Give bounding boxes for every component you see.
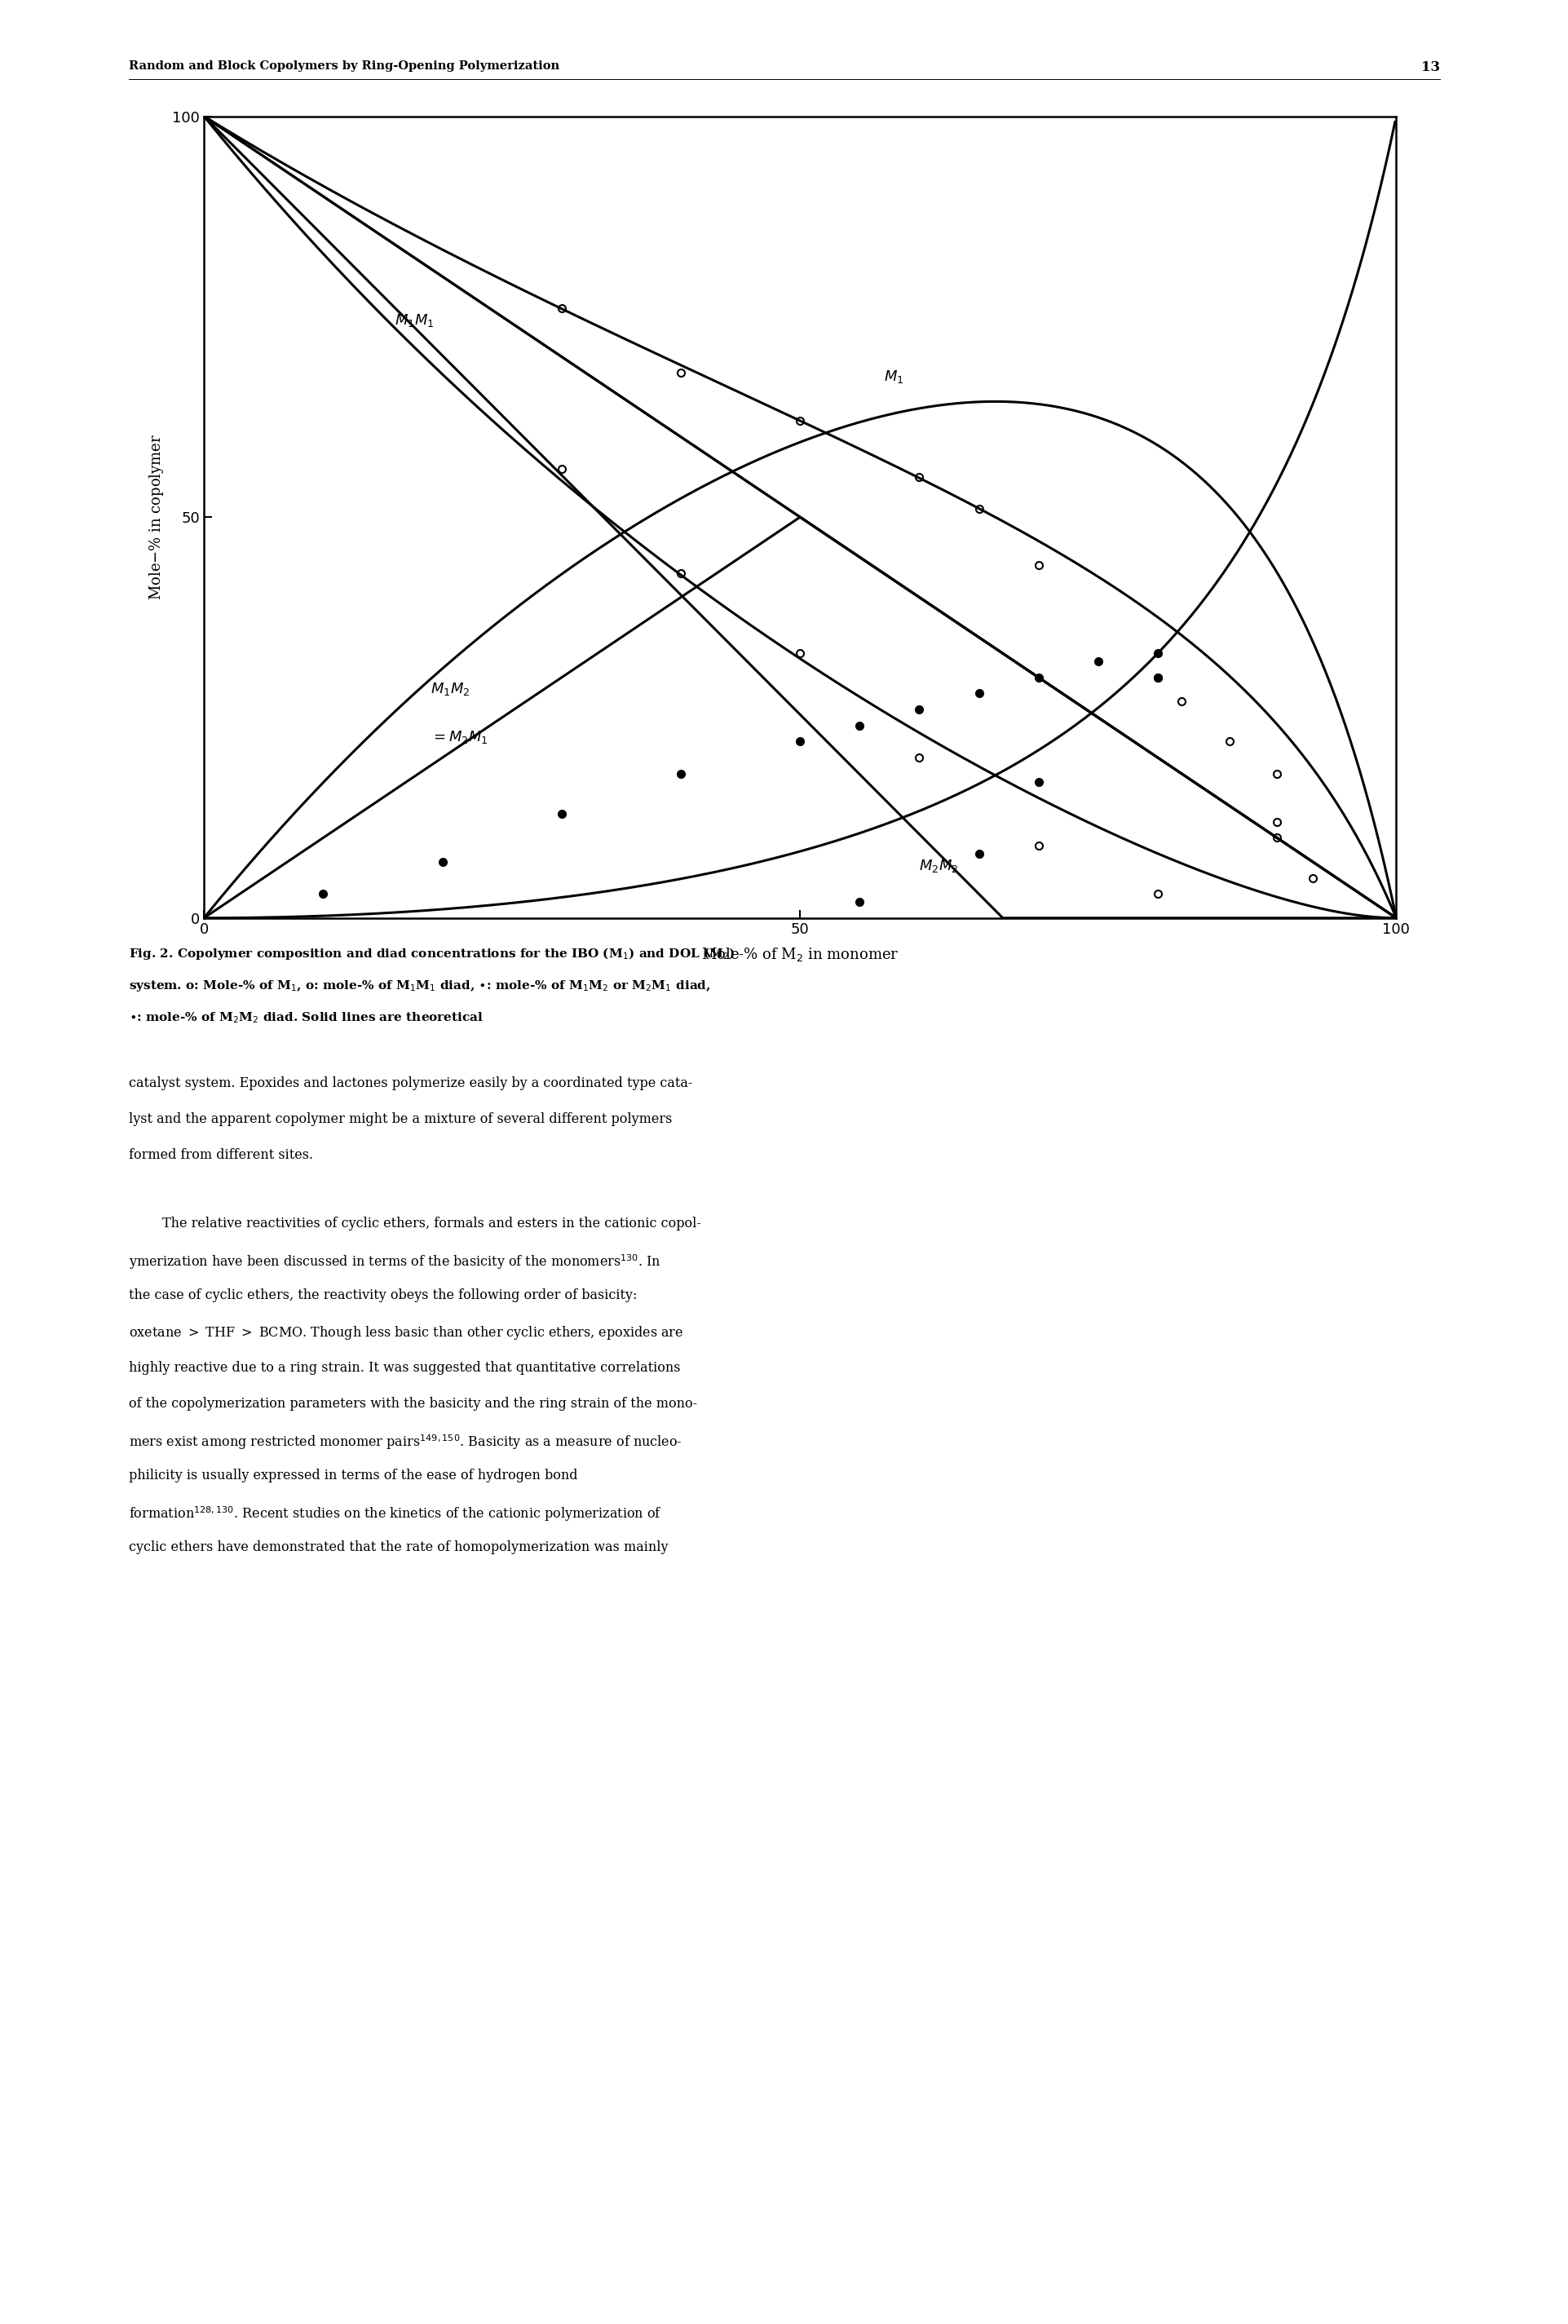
Text: the case of cyclic ethers, the reactivity obeys the following order of basicity:: the case of cyclic ethers, the reactivit… bbox=[129, 1287, 637, 1301]
Text: formed from different sites.: formed from different sites. bbox=[129, 1148, 314, 1162]
Text: oxetane $>$ THF $>$ BCMO. Though less basic than other cyclic ethers, epoxides a: oxetane $>$ THF $>$ BCMO. Though less ba… bbox=[129, 1325, 684, 1341]
Text: Fig. 2. Copolymer composition and diad concentrations for the IBO (M$_1$) and DO: Fig. 2. Copolymer composition and diad c… bbox=[129, 946, 735, 962]
Y-axis label: Mole$-$% in copolymer: Mole$-$% in copolymer bbox=[147, 435, 166, 600]
Text: system. o: Mole-% of M$_1$, o: mole-% of M$_1$M$_1$ diad, $\bullet$: mole-% of M: system. o: Mole-% of M$_1$, o: mole-% of… bbox=[129, 978, 710, 992]
Text: $M_1M_1$: $M_1M_1$ bbox=[395, 311, 434, 328]
Text: 13: 13 bbox=[1421, 60, 1439, 74]
Text: Random and Block Copolymers by Ring-Opening Polymerization: Random and Block Copolymers by Ring-Open… bbox=[129, 60, 558, 72]
Text: mers exist among restricted monomer pairs$^{149, 150}$. Basicity as a measure of: mers exist among restricted monomer pair… bbox=[129, 1432, 682, 1450]
Text: $M_2M_2$: $M_2M_2$ bbox=[919, 858, 958, 874]
X-axis label: Mole-% of M$_2$ in monomer: Mole-% of M$_2$ in monomer bbox=[701, 946, 898, 962]
Text: lyst and the apparent copolymer might be a mixture of several different polymers: lyst and the apparent copolymer might be… bbox=[129, 1113, 671, 1125]
Text: philicity is usually expressed in terms of the ease of hydrogen bond: philicity is usually expressed in terms … bbox=[129, 1469, 577, 1483]
Text: $M_1M_2$: $M_1M_2$ bbox=[430, 681, 470, 697]
Text: cyclic ethers have demonstrated that the rate of homopolymerization was mainly: cyclic ethers have demonstrated that the… bbox=[129, 1541, 668, 1555]
Text: The relative reactivities of cyclic ethers, formals and esters in the cationic c: The relative reactivities of cyclic ethe… bbox=[129, 1215, 701, 1229]
Text: formation$^{128, 130}$. Recent studies on the kinetics of the cationic polymeriz: formation$^{128, 130}$. Recent studies o… bbox=[129, 1504, 662, 1522]
Text: catalyst system. Epoxides and lactones polymerize easily by a coordinated type c: catalyst system. Epoxides and lactones p… bbox=[129, 1076, 691, 1090]
Text: highly reactive due to a ring strain. It was suggested that quantitative correla: highly reactive due to a ring strain. It… bbox=[129, 1360, 681, 1373]
Text: of the copolymerization parameters with the basicity and the ring strain of the : of the copolymerization parameters with … bbox=[129, 1397, 696, 1411]
Text: $=M_2M_1$: $=M_2M_1$ bbox=[430, 730, 488, 746]
Text: $\bullet$: mole-% of M$_2$M$_2$ diad. Solid lines are theoretical: $\bullet$: mole-% of M$_2$M$_2$ diad. So… bbox=[129, 1011, 483, 1025]
Text: $M_1$: $M_1$ bbox=[883, 370, 903, 386]
Text: ymerization have been discussed in terms of the basicity of the monomers$^{130}$: ymerization have been discussed in terms… bbox=[129, 1253, 660, 1271]
